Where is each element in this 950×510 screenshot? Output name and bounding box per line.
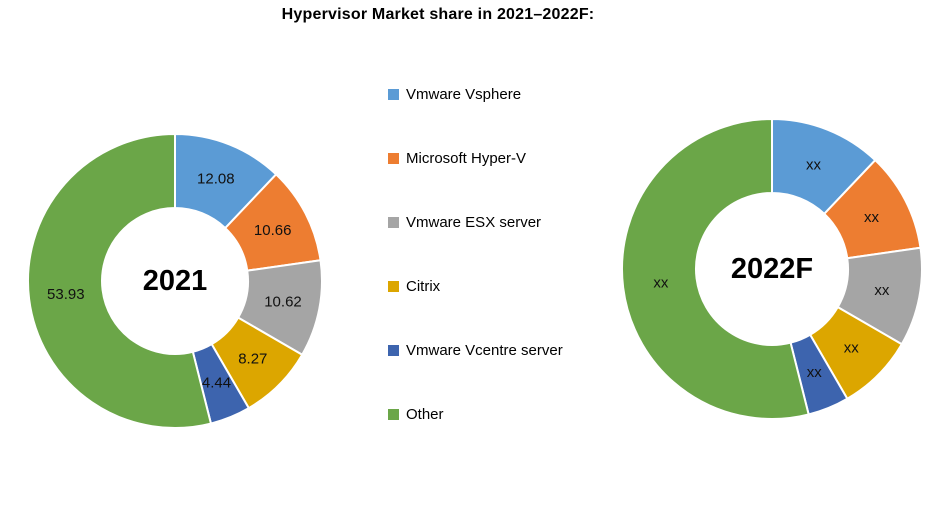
data-label-vmware-vsphere: xx	[806, 157, 822, 174]
data-label-other: xx	[653, 274, 669, 291]
data-label-citrix: xx	[844, 340, 860, 357]
legend-item-vmware-vcentre-server: Vmware Vcentre server	[388, 340, 563, 360]
legend-swatch-icon	[388, 152, 399, 164]
donut-chart-2022f: xx xx xx xx xx xx 2022F	[621, 118, 923, 420]
legend-label: Vmware Vsphere	[406, 85, 522, 103]
legend-swatch-icon	[388, 216, 399, 228]
legend-item-citrix: Citrix	[388, 276, 563, 296]
data-label-vmware-esx-server: xx	[874, 282, 890, 299]
legend-item-vmware-esx-server: Vmware ESX server	[388, 212, 563, 232]
legend-label: Vmware Vcentre server	[406, 341, 563, 359]
legend-item-microsoft-hyper-v: Microsoft Hyper-V	[388, 148, 563, 168]
data-label-vmware-esx-server: 10.62	[264, 294, 302, 311]
legend-label: Microsoft Hyper-V	[406, 149, 527, 167]
donut-center-label: 2021	[143, 265, 208, 297]
legend-swatch-icon	[388, 280, 399, 292]
legend-label: Citrix	[406, 277, 441, 295]
slice-other	[621, 118, 810, 420]
legend-swatch-icon	[388, 408, 399, 420]
donut-chart-2021: 12.08 10.66 10.62 8.27 4.44 53.93 2021	[27, 133, 323, 429]
legend-label: Vmware ESX server	[406, 213, 542, 231]
data-label-microsoft-hyper-v: xx	[864, 209, 880, 226]
legend-label: Other	[406, 405, 444, 423]
slice-other	[27, 133, 212, 429]
data-label-vmware-vcentre-server: 4.44	[202, 374, 231, 391]
legend-item-vmware-vsphere: Vmware Vsphere	[388, 84, 563, 104]
data-label-vmware-vcentre-server: xx	[807, 364, 823, 381]
chart-title: Hypervisor Market share in 2021–2022F:	[281, 6, 595, 23]
legend: Vmware Vsphere Microsoft Hyper-V Vmware ES…	[388, 84, 563, 468]
data-label-other: 53.93	[47, 286, 85, 303]
data-label-vmware-vsphere: 12.08	[197, 170, 235, 187]
legend-swatch-icon	[388, 344, 399, 356]
legend-swatch-icon	[388, 88, 399, 100]
legend-item-other: Other	[388, 404, 563, 424]
donut-center-label: 2022F	[731, 253, 813, 285]
data-label-microsoft-hyper-v: 10.66	[254, 222, 292, 239]
data-label-citrix: 8.27	[238, 350, 267, 367]
